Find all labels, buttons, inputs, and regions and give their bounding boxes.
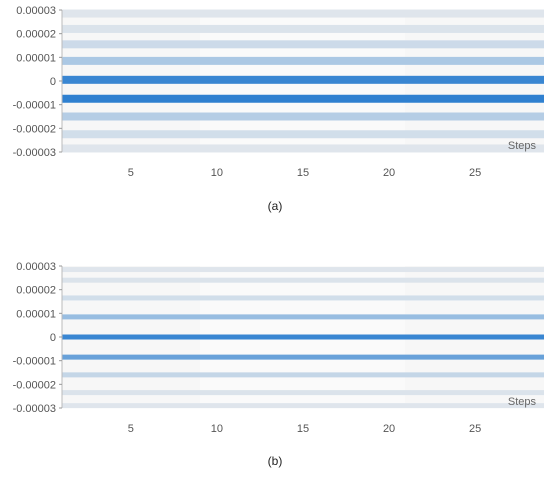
heat-band <box>62 334 544 340</box>
chart-b: 0.00003 0.00002 0.00001 0 -0.00001 -0.00002 -0… <box>13 261 544 468</box>
figure-caption: (a) <box>268 199 283 213</box>
heat-band <box>62 390 544 396</box>
heat-band <box>62 295 544 301</box>
heat-band <box>62 144 544 153</box>
heat-band <box>62 314 544 320</box>
x-tick-label: 20 <box>383 423 395 435</box>
heat-band <box>62 56 544 65</box>
heat-band <box>62 267 544 273</box>
heat-band <box>62 372 544 378</box>
y-tick-label: 0.00003 <box>16 261 56 273</box>
y-tick-label: 0 <box>50 332 56 344</box>
x-tick-label: 5 <box>128 167 134 179</box>
y-tick-label: -0.00003 <box>13 403 56 415</box>
y-tick-label: 0.00001 <box>16 308 56 320</box>
heat-band <box>62 403 544 409</box>
x-tick-label: 5 <box>128 423 134 435</box>
x-tick-label: 20 <box>383 167 395 179</box>
heat-band <box>62 24 544 33</box>
y-tick-label: 0.00003 <box>16 5 56 17</box>
chart-a: 0.00003 0.00002 0.00001 0 -0.00001 -0.00002 -0… <box>13 5 544 213</box>
x-tick-label: 25 <box>469 423 481 435</box>
figure-caption: (b) <box>268 454 283 468</box>
x-tick-label: 10 <box>211 167 223 179</box>
heat-band <box>62 112 544 121</box>
x-axis-label: Steps <box>508 140 537 152</box>
heat-band <box>62 94 544 103</box>
heat-band <box>62 40 544 49</box>
heat-band <box>62 277 544 283</box>
x-tick-label: 10 <box>211 423 223 435</box>
heat-band <box>62 9 544 18</box>
y-tick-label: -0.00002 <box>13 123 56 135</box>
y-tick-label: -0.00001 <box>13 100 56 112</box>
y-tick-label: -0.00002 <box>13 379 56 391</box>
y-tick-label: 0 <box>50 76 56 88</box>
heat-band <box>62 130 544 139</box>
y-tick-label: 0.00002 <box>16 29 56 41</box>
heat-band <box>62 75 544 84</box>
x-tick-label: 15 <box>297 423 309 435</box>
y-tick-label: 0.00001 <box>16 52 56 64</box>
y-tick-label: -0.00001 <box>13 356 56 368</box>
y-tick-label: -0.00003 <box>13 147 56 159</box>
x-tick-label: 15 <box>297 167 309 179</box>
heat-band <box>62 354 544 360</box>
x-tick-label: 25 <box>469 167 481 179</box>
y-tick-label: 0.00002 <box>16 285 56 297</box>
x-axis-label: Steps <box>508 396 537 408</box>
